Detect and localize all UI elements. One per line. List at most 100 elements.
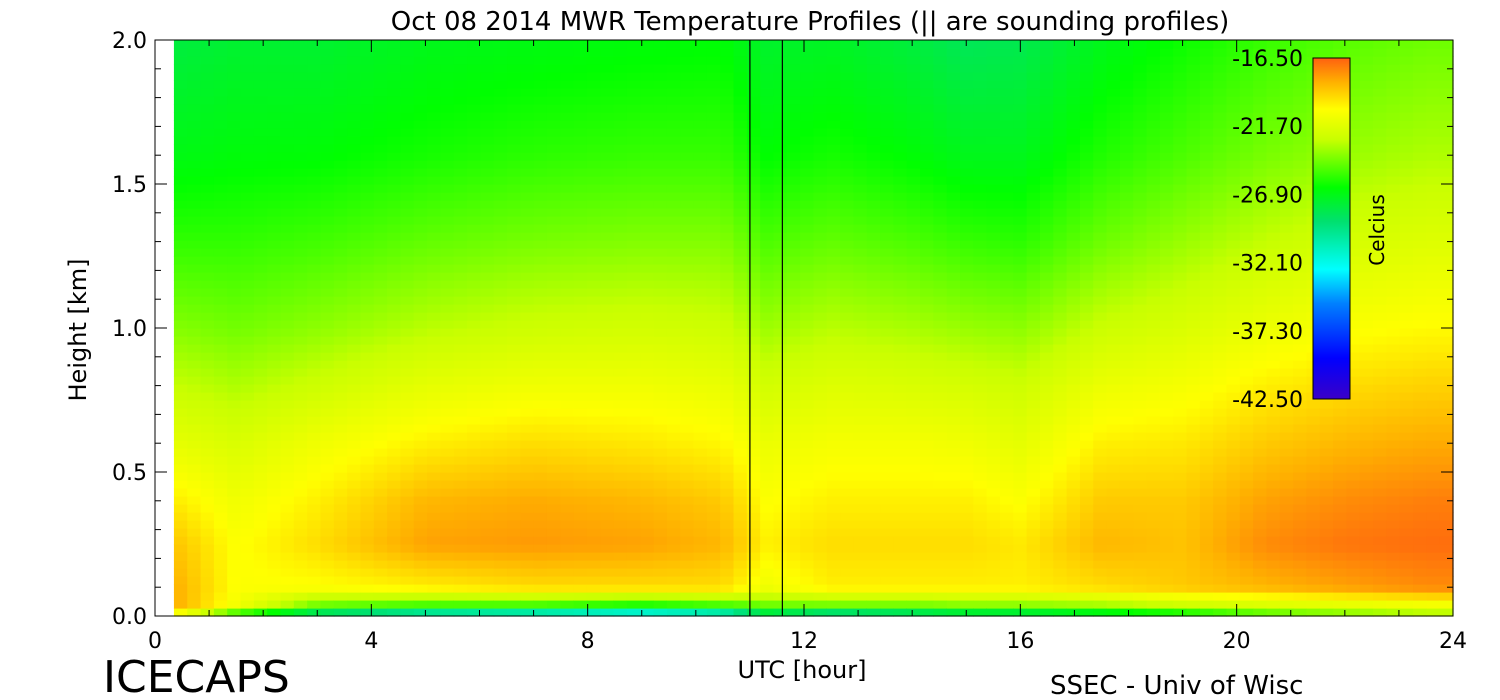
heatmap-cell [613, 128, 628, 137]
heatmap-cell [1079, 80, 1094, 89]
heatmap-cell [480, 256, 495, 265]
heatmap-cell [693, 40, 708, 49]
heatmap-cell [440, 376, 455, 385]
heatmap-cell [733, 128, 748, 137]
heatmap-cell [320, 600, 335, 609]
heatmap-cell [906, 248, 921, 257]
heatmap-cell [1079, 576, 1094, 585]
heatmap-cell [480, 424, 495, 433]
heatmap-cell [520, 88, 535, 97]
heatmap-cell [333, 408, 348, 417]
heatmap-cell [440, 496, 455, 505]
heatmap-cell [773, 368, 788, 377]
heatmap-cell [680, 216, 695, 225]
heatmap-cell [773, 128, 788, 137]
heatmap-cell [1013, 392, 1028, 401]
heatmap-cell [826, 488, 841, 497]
heatmap-cell [973, 456, 988, 465]
heatmap-cell [1000, 328, 1014, 337]
heatmap-cell [187, 440, 202, 449]
heatmap-cell [746, 568, 761, 577]
heatmap-cell [213, 160, 228, 169]
heatmap-cell [880, 376, 894, 385]
heatmap-cell [680, 64, 695, 73]
heatmap-cell [746, 264, 761, 273]
heatmap-cell [267, 392, 282, 401]
heatmap-cell [360, 280, 375, 289]
heatmap-cell [267, 472, 282, 481]
heatmap-cell [507, 136, 521, 145]
heatmap-cell [1013, 416, 1028, 425]
heatmap-cell [200, 200, 215, 209]
heatmap-cell [986, 336, 1001, 345]
heatmap-cell [880, 120, 894, 129]
heatmap-cell [200, 128, 215, 137]
heatmap-cell [200, 56, 215, 65]
heatmap-cell [626, 296, 641, 305]
heatmap-cell [800, 152, 815, 161]
heatmap-cell [706, 576, 721, 585]
heatmap-cell [373, 544, 388, 553]
heatmap-cell [760, 472, 775, 481]
heatmap-cell [920, 192, 934, 201]
heatmap-cell [626, 432, 641, 441]
heatmap-cell [746, 176, 761, 185]
heatmap-cell [640, 496, 655, 505]
heatmap-cell [347, 344, 362, 353]
heatmap-cell [626, 192, 641, 201]
heatmap-cell [573, 592, 588, 601]
heatmap-cell [227, 608, 242, 617]
heatmap-cell [467, 576, 481, 585]
heatmap-cell [293, 480, 308, 489]
heatmap-cell [507, 376, 521, 385]
heatmap-cell [1053, 560, 1068, 569]
heatmap-cell [893, 312, 908, 321]
heatmap-cell [320, 368, 335, 377]
heatmap-cell [440, 136, 455, 145]
heatmap-cell [746, 80, 761, 89]
heatmap-cell [560, 224, 575, 233]
heatmap-cell [267, 40, 282, 49]
heatmap-cell [253, 320, 268, 329]
heatmap-cell [453, 504, 468, 513]
heatmap-cell [1079, 304, 1094, 313]
heatmap-cell [1013, 536, 1028, 545]
heatmap-cell [653, 120, 668, 129]
heatmap-cell [640, 136, 655, 145]
heatmap-cell [453, 432, 468, 441]
heatmap-cell [1000, 96, 1014, 105]
heatmap-cell [1013, 272, 1028, 281]
heatmap-cell [373, 312, 388, 321]
heatmap-cell [586, 400, 601, 409]
heatmap-cell [427, 440, 441, 449]
heatmap-cell [480, 88, 495, 97]
heatmap-cell [626, 304, 641, 313]
heatmap-cell [800, 336, 815, 345]
heatmap-cell [213, 512, 228, 521]
heatmap-cell [427, 496, 441, 505]
heatmap-cell [213, 120, 228, 129]
heatmap-cell [800, 160, 815, 169]
heatmap-cell [933, 392, 948, 401]
heatmap-cell [467, 104, 481, 113]
heatmap-cell [600, 264, 615, 273]
heatmap-cell [933, 512, 948, 521]
heatmap-cell [920, 448, 934, 457]
heatmap-cell [920, 240, 934, 249]
heatmap-cell [1053, 320, 1068, 329]
heatmap-cell [973, 512, 988, 521]
heatmap-cell [880, 272, 894, 281]
heatmap-cell [986, 232, 1001, 241]
heatmap-cell [213, 136, 228, 145]
heatmap-cell [733, 120, 748, 129]
heatmap-cell [906, 576, 921, 585]
heatmap-cell [187, 320, 202, 329]
heatmap-cell [187, 224, 202, 233]
heatmap-cell [307, 472, 322, 481]
heatmap-cell [173, 576, 188, 585]
heatmap-cell [773, 104, 788, 113]
heatmap-cell [213, 400, 228, 409]
heatmap-cell [413, 488, 428, 497]
heatmap-cell [880, 160, 894, 169]
heatmap-cell [200, 104, 215, 113]
